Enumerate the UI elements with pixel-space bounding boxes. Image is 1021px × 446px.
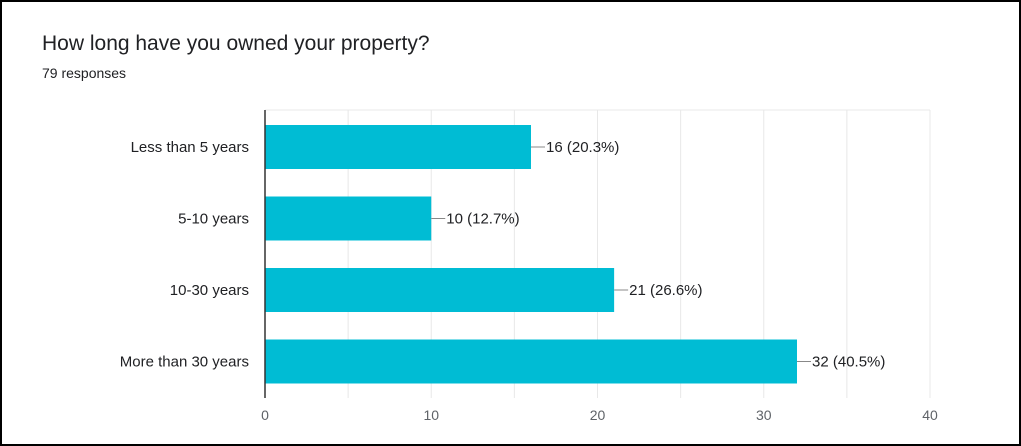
x-axis-ticks: 0 10 20 30 40 bbox=[261, 407, 938, 423]
data-label-3: 32 (40.5%) bbox=[812, 354, 885, 371]
bar-0[interactable] bbox=[265, 125, 531, 169]
category-label-1: 5-10 years bbox=[178, 211, 249, 228]
x-tick-label-30: 30 bbox=[756, 407, 772, 423]
category-label-3: More than 30 years bbox=[120, 354, 249, 371]
data-labels: 16 (20.3%) 10 (12.7%) 21 (26.6%) 32 (40.5%) bbox=[431, 139, 885, 371]
category-label-0: Less than 5 years bbox=[131, 139, 249, 156]
x-tick-label-0: 0 bbox=[261, 407, 269, 423]
bar-3[interactable] bbox=[265, 339, 797, 384]
category-label-2: 10-30 years bbox=[170, 282, 249, 299]
data-label-1: 10 (12.7%) bbox=[446, 211, 519, 228]
data-label-2: 21 (26.6%) bbox=[629, 282, 702, 299]
bars bbox=[265, 125, 797, 384]
chart-title: How long have you owned your property? bbox=[42, 32, 430, 55]
bar-1[interactable] bbox=[265, 196, 432, 241]
x-tick-label-10: 10 bbox=[423, 407, 439, 423]
x-tick-label-40: 40 bbox=[922, 407, 938, 423]
category-labels: Less than 5 years 5-10 years 10-30 years Mo… bbox=[120, 139, 249, 371]
x-tick-label-20: 20 bbox=[590, 407, 606, 423]
bar-2[interactable] bbox=[265, 268, 615, 312]
data-label-0: 16 (20.3%) bbox=[546, 139, 619, 156]
response-count: 79 responses bbox=[42, 65, 127, 81]
